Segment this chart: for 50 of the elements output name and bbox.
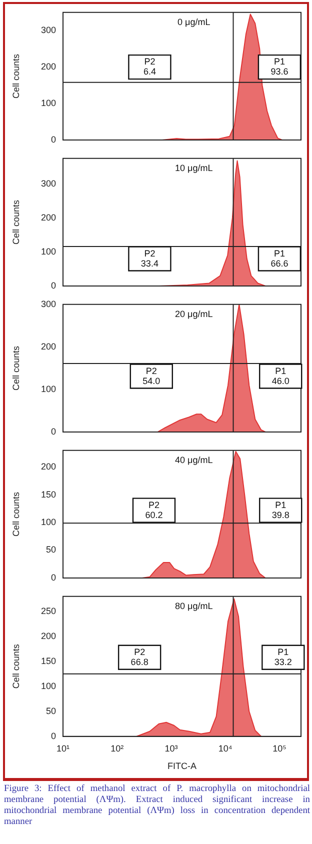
y-tick-label: 200 [40, 341, 56, 352]
text: 80 μg/mL [175, 600, 213, 611]
x-tick-label: 10⁵ [272, 743, 287, 754]
x-tick-label: 10³ [164, 743, 178, 754]
y-tick-label: 300 [40, 178, 56, 188]
y-tick-label: 50 [46, 706, 56, 716]
y-tick-label: 0 [50, 730, 56, 741]
text: 0 μg/mL [178, 16, 210, 27]
annotation: P1 33.2 [274, 646, 292, 667]
y-tick-label: 0 [50, 280, 56, 290]
x-tick-label: 10² [110, 743, 124, 754]
x-axis-title: FITC-A [168, 761, 196, 772]
annotation: P2 60.2 [145, 500, 163, 520]
annotation: P2 33.4 [140, 248, 158, 268]
y-tick-label: 200 [40, 630, 56, 641]
text: 10 μg/mL [175, 162, 213, 173]
y-axis-title: Cell counts [10, 644, 21, 689]
y-axis-title: Cell counts [10, 345, 21, 390]
y-axis-title: Cell counts [10, 199, 21, 244]
y-axis-title: Cell counts [10, 491, 21, 536]
y-tick-label: 100 [40, 246, 56, 256]
y-tick-label: 300 [40, 25, 56, 36]
y-tick-label: 200 [40, 462, 56, 472]
annotation: P2 6.4 [143, 56, 156, 77]
y-tick-label: 150 [40, 656, 56, 666]
text: 20 μg/mL [175, 308, 213, 319]
annotation: P1 66.6 [270, 248, 288, 268]
y-tick-label: 100 [40, 98, 56, 108]
y-tick-label: 0 [50, 572, 56, 582]
y-tick-label: 0 [50, 426, 56, 436]
annotation: P1 46.0 [272, 366, 290, 386]
y-tick-label: 100 [40, 384, 56, 394]
y-tick-label: 250 [40, 606, 56, 616]
annotation: P2 54.0 [142, 366, 160, 386]
annotation: P1 39.8 [272, 500, 290, 520]
annotation: P1 93.6 [270, 56, 288, 77]
caption: Figure 3: Effect of methanol extract of P. macrophylla on mitochondrial membrane potential (ΛΨm). Extract induced significant increase in mitochondrial membrane potential (ΛΨm) loss in concentration dependent manner [4, 784, 310, 828]
x-tick-label: 10¹ [56, 743, 70, 754]
y-tick-label: 300 [40, 298, 56, 309]
text: 40 μg/mL [175, 454, 213, 465]
y-tick-label: 200 [40, 212, 56, 222]
annotation: P2 66.8 [130, 646, 148, 667]
y-tick-label: 150 [40, 489, 56, 500]
y-tick-label: 100 [40, 680, 56, 691]
y-tick-label: 200 [40, 62, 56, 72]
y-tick-label: 100 [40, 517, 56, 528]
y-tick-label: 50 [46, 544, 56, 555]
y-tick-label: 0 [50, 134, 56, 144]
x-tick-label: 10⁴ [218, 743, 232, 754]
y-axis-title: Cell counts [10, 53, 21, 98]
